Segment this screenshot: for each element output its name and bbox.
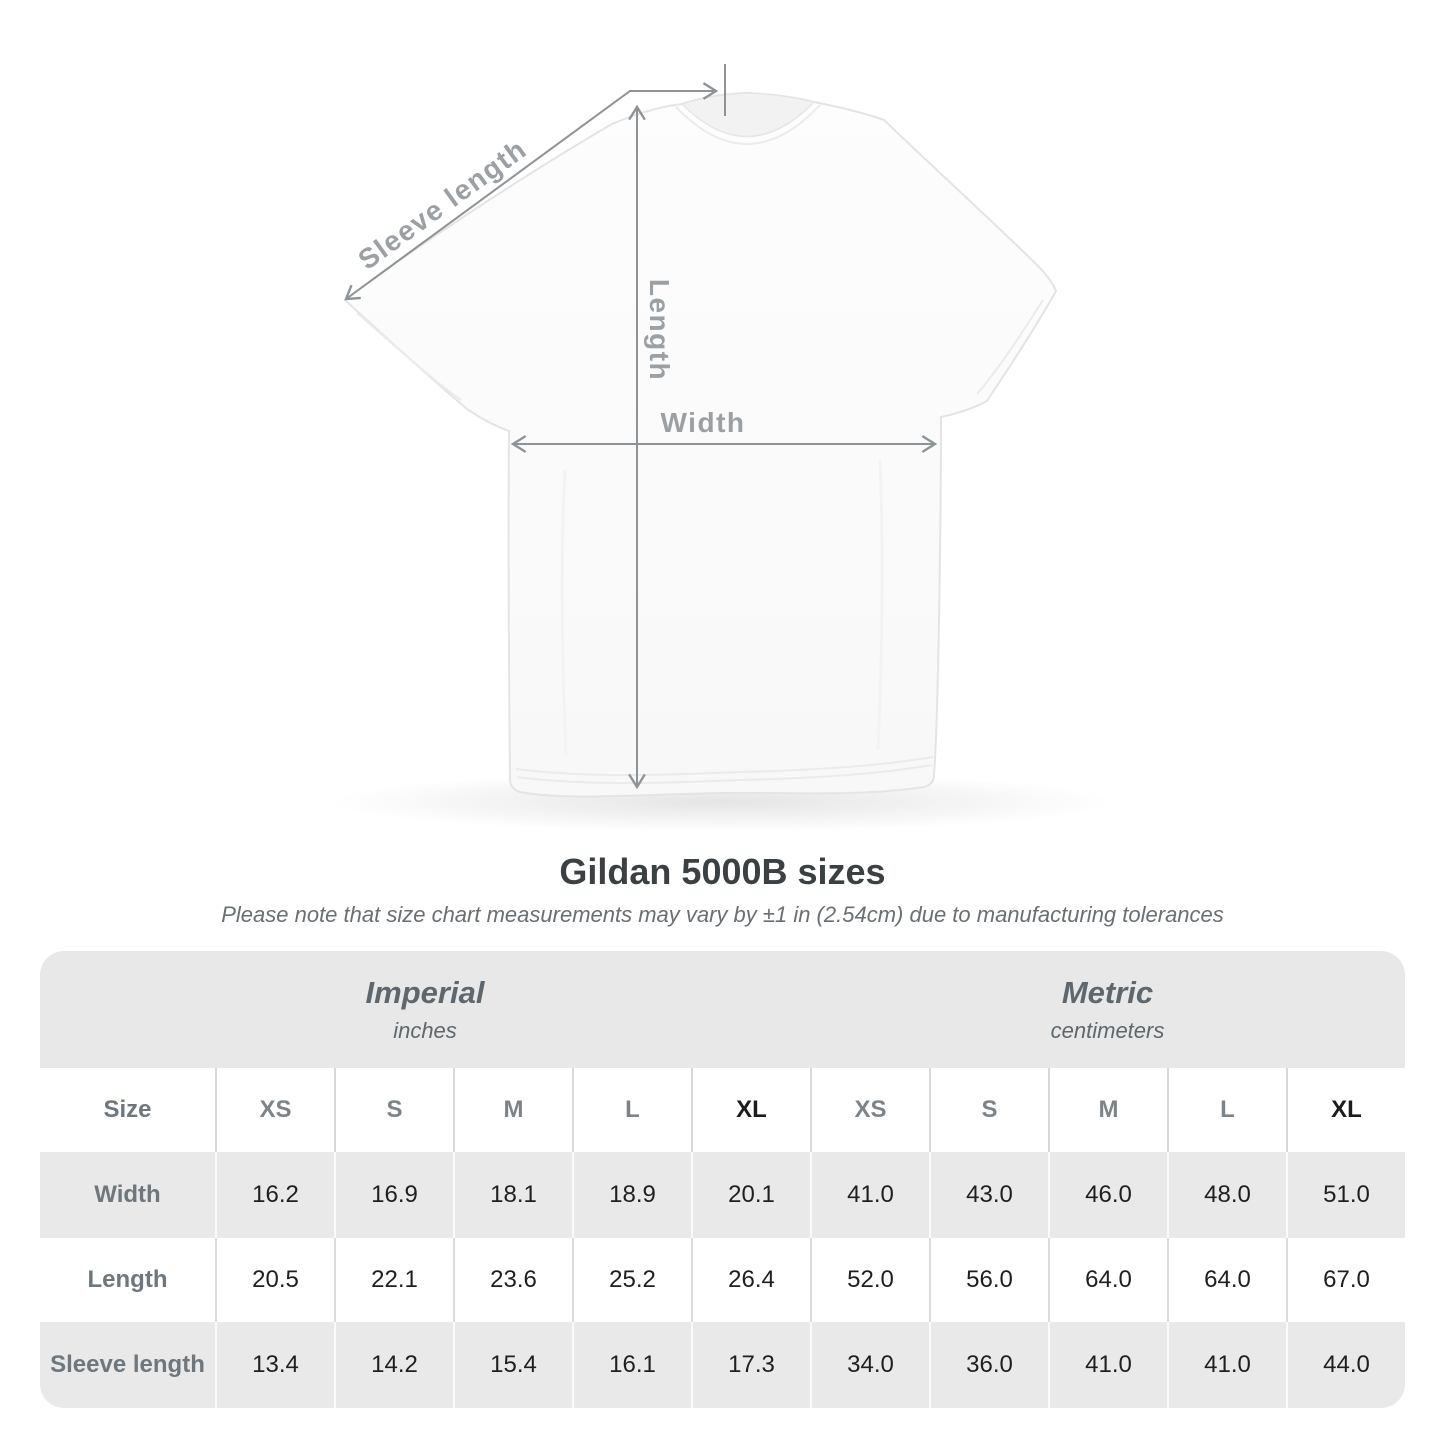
value-cell: 23.6 bbox=[453, 1238, 572, 1322]
value-cell: 14.2 bbox=[334, 1322, 453, 1408]
unit-group-unit: inches bbox=[393, 1018, 457, 1043]
size-header-metric-s: S bbox=[929, 1068, 1048, 1152]
value-cell: 22.1 bbox=[334, 1238, 453, 1322]
unit-header-band: Imperial inches Metric centimeters bbox=[40, 951, 1405, 1068]
shirt-crease bbox=[876, 459, 884, 751]
row-label: Sleeve length bbox=[50, 1351, 205, 1378]
value-cell: 43.0 bbox=[929, 1152, 1048, 1238]
value-cell: 64.0 bbox=[1167, 1238, 1286, 1322]
table-row-sleeve-length: Sleeve length 13.4 14.2 15.4 16.1 17.3 3… bbox=[40, 1322, 1405, 1408]
value-cell: 48.0 bbox=[1167, 1152, 1286, 1238]
value-cell: 16.2 bbox=[215, 1152, 334, 1238]
size-header-metric-xl: XL bbox=[1286, 1068, 1405, 1152]
value-cell: 18.9 bbox=[572, 1152, 691, 1238]
unit-group-imperial: Imperial inches bbox=[40, 951, 810, 1068]
shirt-seam bbox=[356, 312, 462, 401]
value-cell: 17.3 bbox=[691, 1322, 810, 1408]
value-cell: 18.1 bbox=[453, 1152, 572, 1238]
sleeve-length-arrow bbox=[344, 82, 719, 301]
length-label: Length bbox=[644, 279, 675, 381]
size-header-metric-m: M bbox=[1048, 1068, 1167, 1152]
size-column-header: Size bbox=[103, 1096, 152, 1123]
size-header-row: Size XS S M L XL XS S M L XL bbox=[40, 1068, 1405, 1152]
row-label: Width bbox=[94, 1181, 161, 1208]
size-header-imperial-l: L bbox=[572, 1068, 691, 1152]
shirt-seam bbox=[976, 299, 1044, 395]
value-cell: 13.4 bbox=[215, 1322, 334, 1408]
measurement-arrows bbox=[344, 64, 938, 790]
value-cell: 25.2 bbox=[572, 1238, 691, 1322]
unit-group-name: Metric bbox=[1061, 975, 1154, 1010]
shirt-crease bbox=[560, 469, 568, 756]
value-cell: 64.0 bbox=[1048, 1238, 1167, 1322]
value-cell: 20.1 bbox=[691, 1152, 810, 1238]
value-cell: 44.0 bbox=[1286, 1322, 1405, 1408]
unit-group-name: Imperial bbox=[365, 975, 485, 1010]
table-row-width: Width 16.2 16.9 18.1 18.9 20.1 41.0 43.0… bbox=[40, 1152, 1405, 1238]
value-cell: 46.0 bbox=[1048, 1152, 1167, 1238]
unit-group-unit: centimeters bbox=[1050, 1018, 1165, 1043]
heading: Gildan 5000B sizes Please note that size… bbox=[0, 851, 1445, 951]
value-cell: 16.1 bbox=[572, 1322, 691, 1408]
shirt-seam bbox=[515, 756, 934, 777]
size-header-metric-l: L bbox=[1167, 1068, 1286, 1152]
value-cell: 51.0 bbox=[1286, 1152, 1405, 1238]
size-header-imperial-xs: XS bbox=[215, 1068, 334, 1152]
row-label: Length bbox=[87, 1266, 168, 1293]
value-cell: 67.0 bbox=[1286, 1238, 1405, 1322]
value-cell: 20.5 bbox=[215, 1238, 334, 1322]
value-cell: 16.9 bbox=[334, 1152, 453, 1238]
value-cell: 15.4 bbox=[453, 1322, 572, 1408]
page-title: Gildan 5000B sizes bbox=[559, 851, 886, 892]
size-header-imperial-s: S bbox=[334, 1068, 453, 1152]
shirt-seam bbox=[516, 764, 933, 785]
size-header-imperial-m: M bbox=[453, 1068, 572, 1152]
size-header-imperial-xl: XL bbox=[691, 1068, 810, 1152]
value-cell: 52.0 bbox=[810, 1238, 929, 1322]
value-cell: 41.0 bbox=[1167, 1322, 1286, 1408]
size-table: Imperial inches Metric centimeters Size … bbox=[40, 951, 1405, 1408]
tolerance-note: Please note that size chart measurements… bbox=[221, 902, 1224, 927]
value-cell: 41.0 bbox=[1048, 1322, 1167, 1408]
width-label: Width bbox=[661, 407, 746, 438]
value-cell: 56.0 bbox=[929, 1238, 1048, 1322]
table-row-length: Length 20.5 22.1 23.6 25.2 26.4 52.0 56.… bbox=[40, 1238, 1405, 1322]
tshirt-diagram-svg: Sleeve length Length Width bbox=[332, 64, 1112, 832]
unit-group-metric: Metric centimeters bbox=[810, 951, 1405, 1068]
value-cell: 41.0 bbox=[810, 1152, 929, 1238]
value-cell: 36.0 bbox=[929, 1322, 1048, 1408]
value-cell: 26.4 bbox=[691, 1238, 810, 1322]
size-header-metric-xs: XS bbox=[810, 1068, 929, 1152]
value-cell: 34.0 bbox=[810, 1322, 929, 1408]
tshirt-measurement-diagram: Sleeve length Length Width bbox=[332, 64, 1112, 832]
